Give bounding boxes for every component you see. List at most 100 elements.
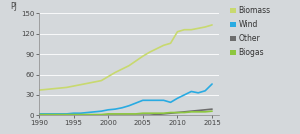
Wind — [37, 113, 41, 115]
Line: Other: Other — [39, 109, 212, 115]
Biomass — [169, 42, 172, 44]
Wind — [148, 100, 152, 101]
Line: Biogas: Biogas — [39, 111, 212, 115]
Biogas — [86, 114, 89, 115]
Wind — [51, 113, 55, 115]
Other — [86, 114, 89, 116]
Other — [44, 114, 48, 116]
Other — [190, 110, 193, 112]
Biomass — [93, 81, 96, 83]
Biogas — [169, 112, 172, 113]
Wind — [113, 108, 117, 110]
Other — [51, 114, 55, 116]
Biogas — [79, 114, 82, 115]
Biomass — [120, 68, 124, 70]
Wind — [183, 94, 186, 96]
Biogas — [93, 114, 96, 115]
Biogas — [44, 114, 48, 115]
Biogas — [113, 113, 117, 115]
Biomass — [196, 27, 200, 29]
Biomass — [176, 31, 179, 33]
Biogas — [106, 113, 110, 115]
Biogas — [155, 112, 158, 114]
Biomass — [127, 65, 131, 66]
Other — [203, 109, 207, 111]
Biogas — [100, 114, 103, 115]
Biogas — [196, 111, 200, 113]
Biomass — [58, 87, 61, 89]
Wind — [100, 110, 103, 112]
Other — [37, 114, 41, 116]
Wind — [169, 102, 172, 103]
Wind — [72, 112, 75, 114]
Other — [93, 114, 96, 116]
Wind — [86, 112, 89, 113]
Other — [65, 114, 68, 116]
Biogas — [210, 110, 214, 112]
Wind — [155, 100, 158, 101]
Biogas — [72, 114, 75, 115]
Wind — [93, 111, 96, 113]
Biomass — [148, 51, 152, 53]
Other — [210, 108, 214, 110]
Wind — [141, 100, 145, 101]
Wind — [196, 92, 200, 94]
Wind — [210, 83, 214, 85]
Other — [155, 114, 158, 115]
Other — [100, 114, 103, 116]
Biomass — [134, 60, 138, 62]
Legend: Biomass, Wind, Other, Biogas: Biomass, Wind, Other, Biogas — [230, 7, 271, 57]
Biomass — [183, 29, 186, 31]
Wind — [127, 105, 131, 107]
Line: Biomass: Biomass — [39, 25, 212, 90]
Biomass — [210, 24, 214, 26]
Other — [169, 112, 172, 114]
Biomass — [51, 88, 55, 90]
Other — [134, 114, 138, 116]
Other — [120, 114, 124, 116]
Other — [141, 114, 145, 116]
Other — [196, 110, 200, 111]
Biogas — [190, 111, 193, 113]
Other — [176, 112, 179, 113]
Biogas — [148, 112, 152, 114]
Biomass — [155, 48, 158, 49]
Biomass — [141, 55, 145, 57]
Wind — [203, 90, 207, 92]
Biogas — [37, 114, 41, 115]
Biomass — [37, 89, 41, 91]
Line: Wind: Wind — [39, 84, 212, 114]
Other — [79, 114, 82, 116]
Wind — [44, 113, 48, 115]
Wind — [190, 91, 193, 92]
Biogas — [162, 112, 165, 114]
Wind — [65, 113, 68, 115]
Wind — [176, 97, 179, 99]
Wind — [106, 109, 110, 111]
Biomass — [162, 44, 165, 46]
Biomass — [190, 29, 193, 31]
Other — [127, 114, 131, 116]
Biomass — [203, 26, 207, 28]
Y-axis label: PJ: PJ — [11, 2, 17, 11]
Other — [58, 114, 61, 116]
Other — [72, 114, 75, 116]
Biogas — [51, 114, 55, 115]
Wind — [134, 102, 138, 104]
Other — [183, 111, 186, 113]
Biogas — [141, 112, 145, 114]
Biomass — [79, 84, 82, 85]
Biogas — [183, 112, 186, 113]
Biogas — [176, 112, 179, 113]
Other — [106, 114, 110, 116]
Biogas — [58, 114, 61, 115]
Wind — [58, 113, 61, 115]
Wind — [120, 107, 124, 109]
Biomass — [100, 80, 103, 81]
Other — [148, 114, 152, 116]
Wind — [162, 100, 165, 101]
Biogas — [127, 113, 131, 115]
Biomass — [86, 83, 89, 84]
Other — [113, 114, 117, 116]
Biomass — [106, 76, 110, 77]
